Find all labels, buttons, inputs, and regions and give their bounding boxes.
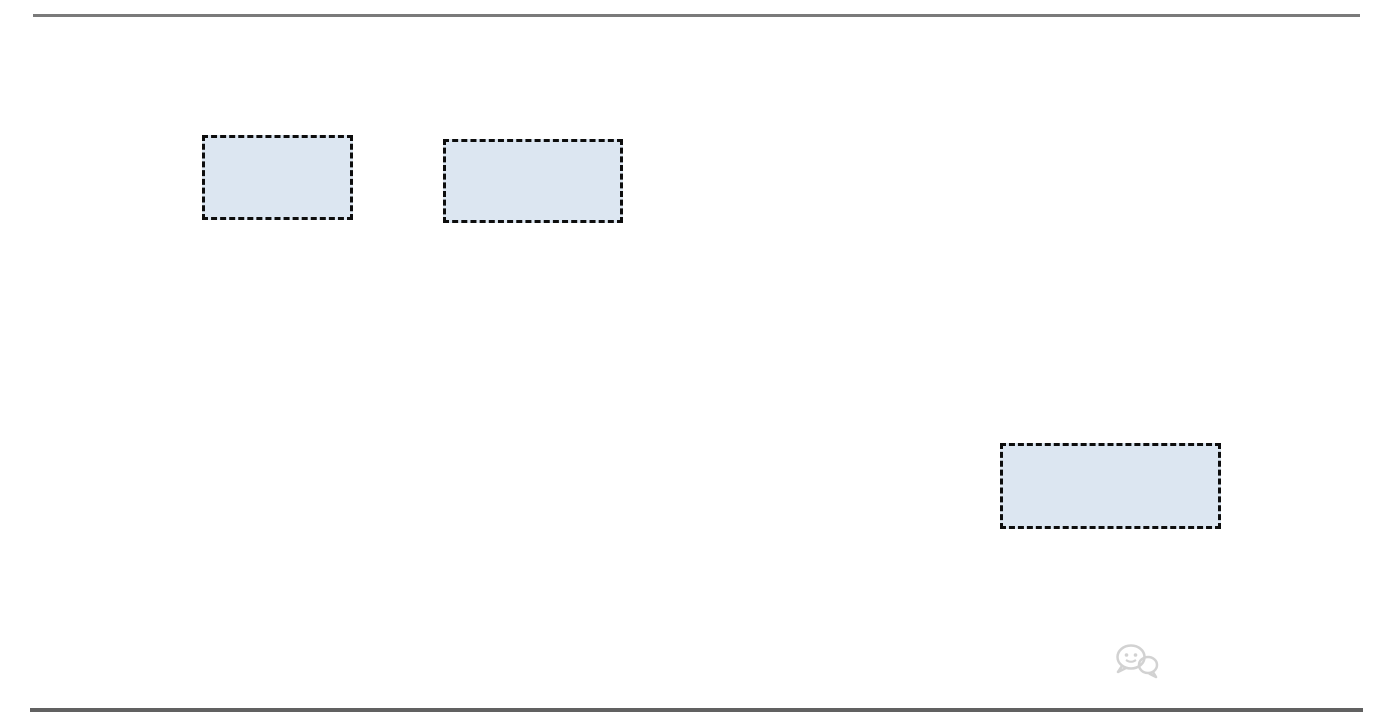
annotation-cassette-cd-era bbox=[443, 139, 623, 223]
wechat-icon bbox=[1116, 644, 1159, 679]
annotation-digital-era bbox=[1000, 443, 1221, 529]
annotation-vinyl-era bbox=[202, 135, 353, 220]
watermark bbox=[1112, 641, 1168, 683]
top-divider bbox=[33, 14, 1360, 17]
bottom-divider bbox=[30, 708, 1363, 712]
